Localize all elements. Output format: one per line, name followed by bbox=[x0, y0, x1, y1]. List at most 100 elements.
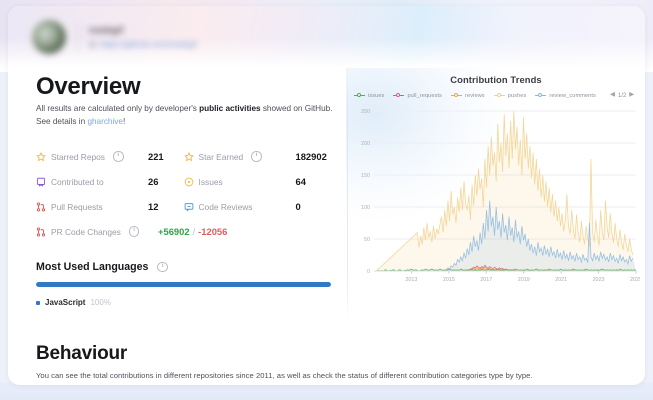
language-name: JavaScript bbox=[45, 298, 86, 307]
legend-label: issues bbox=[368, 92, 385, 99]
legend-label: reviews bbox=[465, 92, 485, 99]
stat-value: 0 bbox=[295, 201, 301, 212]
stat-label: Code Reviews bbox=[198, 201, 253, 212]
language-color-dot bbox=[36, 300, 40, 305]
link-icon bbox=[89, 41, 96, 48]
legend-item-pushes[interactable]: pushes bbox=[493, 92, 527, 99]
languages-heading: Most Used Languages bbox=[36, 261, 149, 273]
pr-additions: +56902 bbox=[158, 226, 190, 237]
stats-row-pr-changes: PR Code Changes i +56902 / -12056 bbox=[36, 219, 331, 244]
gharchive-link[interactable]: gharchive bbox=[87, 116, 123, 126]
stat-label: Star Earned bbox=[198, 151, 244, 162]
stat-value: 221 bbox=[148, 151, 164, 162]
stats-row: Contributed to 26 Issues 64 bbox=[36, 169, 331, 194]
issue-opened-icon bbox=[184, 177, 193, 186]
legend-item-review_comments[interactable]: review_comments bbox=[535, 92, 596, 99]
overview-description: All results are calculated only by devel… bbox=[36, 103, 336, 128]
svg-text:2025: 2025 bbox=[630, 277, 640, 283]
stat-starred-repos: Starred Repos i 221 bbox=[36, 151, 184, 162]
info-icon[interactable]: i bbox=[128, 226, 140, 237]
legend-label: pushes bbox=[507, 92, 527, 99]
stat-contributed-to: Contributed to 26 bbox=[36, 176, 184, 187]
stat-star-earned: Star Earned i 182902 bbox=[183, 151, 332, 162]
pr-deletions: -12056 bbox=[198, 226, 228, 237]
stats-row: Pull Requests 12 Code Reviews 0 bbox=[36, 194, 331, 219]
legend-marker-icon bbox=[535, 92, 547, 99]
legend-item-pull_requests[interactable]: pull_requests bbox=[393, 92, 442, 99]
legend-item-reviews[interactable]: reviews bbox=[451, 92, 485, 99]
profile-divider bbox=[78, 23, 79, 51]
stat-pr-code-changes: PR Code Changes i bbox=[36, 226, 186, 237]
stat-value: 182902 bbox=[295, 151, 327, 162]
legend-item-issues[interactable]: issues bbox=[354, 92, 384, 99]
stat-code-reviews: Code Reviews 0 bbox=[184, 201, 332, 212]
stat-label-group: Contributed to bbox=[36, 177, 148, 187]
stat-label-group: Starred Repos i bbox=[36, 151, 148, 162]
behaviour-description: You can see the total contributions in d… bbox=[36, 371, 533, 380]
code-review-icon bbox=[184, 202, 193, 212]
behaviour-heading: Behaviour bbox=[36, 343, 128, 364]
overview-desc-bold: public activities bbox=[199, 104, 261, 113]
stat-pull-requests: Pull Requests 12 bbox=[36, 201, 184, 212]
svg-text:100: 100 bbox=[361, 205, 370, 211]
stat-label: PR Code Changes bbox=[51, 226, 121, 237]
svg-text:2023: 2023 bbox=[593, 277, 605, 283]
languages-bar bbox=[36, 282, 331, 287]
stat-label-group: Star Earned i bbox=[183, 151, 296, 162]
stats-row: Starred Repos i 221 Star Earned i 182902 bbox=[36, 144, 331, 169]
chart-legend: issues pull_requests reviews pushes review_c… bbox=[352, 92, 640, 99]
overview-card: noahgif https://github.com/noahgif Overv… bbox=[8, 6, 645, 385]
stat-value: 64 bbox=[295, 176, 306, 187]
language-percent: 100% bbox=[90, 298, 111, 307]
pr-separator: / bbox=[192, 226, 196, 237]
stats-grid: Starred Repos i 221 Star Earned i 182902 bbox=[36, 144, 331, 244]
git-pull-request-icon bbox=[36, 227, 46, 236]
pagination-label: 1/2 bbox=[617, 92, 627, 99]
stat-label: Pull Requests bbox=[51, 201, 103, 212]
stat-issues: Issues 64 bbox=[184, 176, 332, 187]
stat-value: 26 bbox=[148, 176, 159, 187]
svg-text:2019: 2019 bbox=[518, 277, 530, 283]
svg-text:2015: 2015 bbox=[443, 277, 455, 283]
legend-marker-icon bbox=[493, 92, 505, 99]
repo-icon bbox=[37, 177, 45, 187]
info-icon[interactable]: i bbox=[113, 151, 124, 162]
stat-label: Issues bbox=[198, 176, 223, 187]
star-icon bbox=[36, 151, 46, 161]
svg-text:2021: 2021 bbox=[555, 277, 567, 283]
languages-legend: JavaScript 100% bbox=[36, 298, 111, 307]
svg-text:0: 0 bbox=[367, 269, 370, 275]
stat-label-group: Code Reviews bbox=[184, 202, 296, 212]
overview-desc-pre: All results are calculated only by devel… bbox=[36, 104, 200, 113]
chevron-right-icon[interactable]: ▶ bbox=[629, 91, 635, 99]
svg-text:50: 50 bbox=[364, 237, 370, 243]
info-icon[interactable]: i bbox=[251, 151, 262, 162]
stat-label-group: Issues bbox=[184, 177, 296, 187]
legend-pagination: ◀ 1/2 ▶ bbox=[610, 92, 634, 99]
overview-desc-mid: showed on GitHub. See details in bbox=[36, 104, 333, 126]
stat-label-group: PR Code Changes i bbox=[36, 226, 148, 237]
chart-title: Contribution Trends bbox=[450, 74, 542, 85]
svg-text:2013: 2013 bbox=[405, 277, 417, 283]
overview-desc-post: ! bbox=[122, 116, 126, 126]
overview-heading: Overview bbox=[36, 73, 141, 100]
svg-text:150: 150 bbox=[361, 173, 370, 179]
profile-username: noahgif bbox=[89, 25, 124, 35]
contribution-trends-chart: Contribution Trends issues pull_requests r… bbox=[346, 68, 640, 304]
svg-text:200: 200 bbox=[361, 141, 370, 147]
git-pull-request-icon bbox=[36, 202, 46, 211]
languages-bar-segment bbox=[36, 282, 331, 287]
svg-text:250: 250 bbox=[361, 109, 370, 115]
legend-marker-icon bbox=[393, 92, 405, 99]
profile-url[interactable]: https://github.com/noahgif bbox=[100, 40, 197, 49]
legend-marker-icon bbox=[354, 92, 365, 99]
chevron-left-icon[interactable]: ◀ bbox=[609, 91, 615, 99]
page-background-footer bbox=[0, 382, 653, 400]
pr-changes-values: +56902 / -12056 bbox=[158, 226, 227, 237]
legend-label: pull_requests bbox=[407, 92, 443, 99]
legend-marker-icon bbox=[451, 92, 463, 99]
info-icon[interactable]: i bbox=[157, 261, 168, 273]
profile-url-row[interactable]: https://github.com/noahgif bbox=[89, 40, 197, 49]
column-divider bbox=[347, 66, 348, 326]
